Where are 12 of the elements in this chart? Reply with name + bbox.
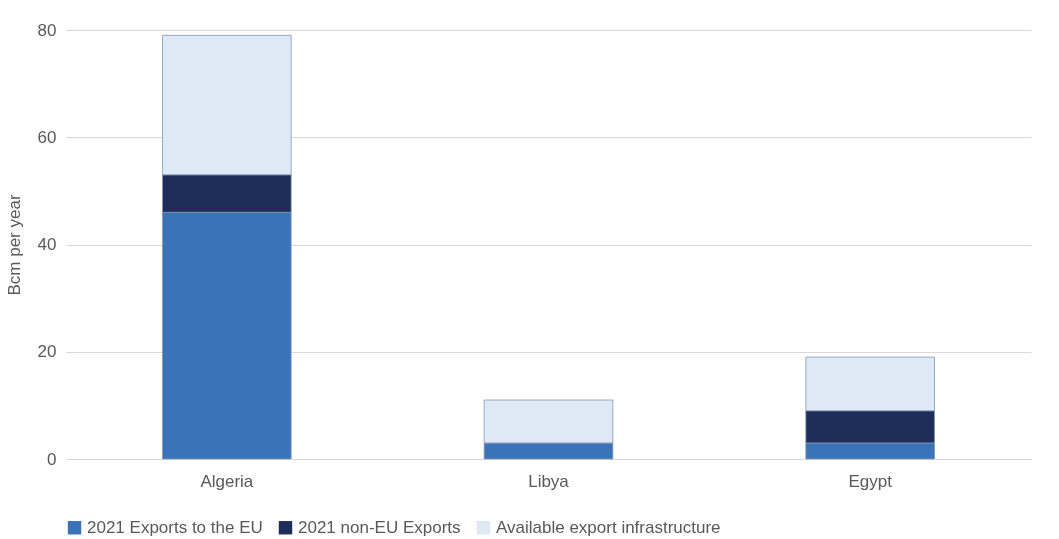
y-axis-title: Bcm per year — [4, 194, 24, 296]
x-tick-label: Libya — [528, 471, 570, 491]
legend-label: 2021 Exports to the EU — [87, 517, 263, 537]
y-tick-label: 80 — [37, 20, 57, 40]
y-tick-label: 0 — [47, 449, 57, 469]
legend-label: Available export infrastructure — [496, 517, 721, 537]
x-tick-label: Algeria — [200, 471, 254, 491]
legend-label: 2021 non-EU Exports — [298, 517, 461, 537]
x-tick-label: Egypt — [848, 471, 893, 491]
y-tick-label: 20 — [37, 342, 57, 362]
y-tick-label: 60 — [37, 127, 57, 147]
y-tick-label: 40 — [37, 235, 57, 254]
